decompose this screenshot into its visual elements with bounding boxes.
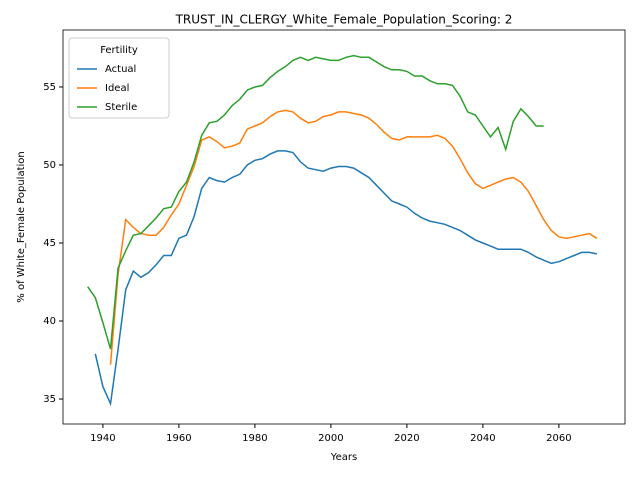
x-tick-label: 1980	[242, 433, 267, 444]
x-tick-label: 2060	[546, 433, 571, 444]
legend-label: Sterile	[105, 102, 137, 113]
x-tick-label: 2020	[394, 433, 419, 444]
legend-box	[68, 37, 170, 119]
y-tick-label: 35	[43, 394, 56, 405]
x-axis-label: Years	[330, 452, 357, 463]
x-tick-label: 2040	[470, 433, 495, 444]
y-tick-label: 45	[43, 238, 56, 249]
x-tick-label: 1960	[166, 433, 191, 444]
y-tick-label: 50	[43, 160, 56, 171]
line-series	[94, 150, 598, 407]
y-axis-label: % of White_Female Population	[16, 151, 27, 302]
y-tick-label: 55	[43, 82, 56, 93]
line-series	[109, 109, 598, 365]
legend-label: Actual	[105, 64, 136, 75]
x-tick-label: 1940	[90, 433, 115, 444]
plot-frame	[62, 29, 626, 425]
x-tick-label: 2000	[318, 433, 343, 444]
legend-label: Ideal	[105, 83, 129, 94]
legend-title: Fertility	[100, 45, 138, 56]
y-tick-label: 40	[43, 316, 56, 327]
line-series	[87, 54, 544, 350]
chart-title: TRUST_IN_CLERGY_White_Female_Population_…	[175, 13, 513, 27]
